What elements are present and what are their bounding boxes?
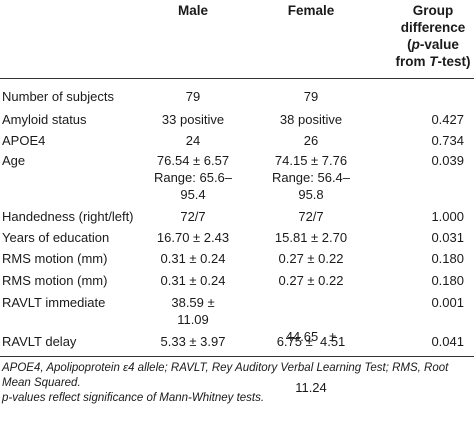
row-label: Handedness (right/left) bbox=[2, 209, 134, 224]
footer-rule bbox=[0, 356, 474, 357]
row-p-value: 0.001 bbox=[431, 295, 464, 310]
header-group-line3: (p-value bbox=[407, 37, 459, 52]
row-male-value: 33 positive bbox=[161, 112, 225, 127]
row-female-value: 72/7 bbox=[298, 209, 324, 224]
header-rule bbox=[0, 78, 474, 79]
row-female-value: 26 bbox=[303, 133, 319, 148]
row-female-value: 15.81 ± 2.70 bbox=[274, 230, 348, 245]
row-p-value: 0.427 bbox=[431, 112, 464, 127]
row-male-value: 24 bbox=[185, 133, 201, 148]
row-p-value: 0.031 bbox=[431, 230, 464, 245]
row-label: Number of subjects bbox=[2, 89, 114, 104]
row-male-value: 38.59 ± 11.09 bbox=[171, 295, 215, 327]
header-group-line2: difference bbox=[400, 20, 466, 35]
row-male-value: 5.33 ± 3.97 bbox=[160, 334, 226, 349]
row-p-value: 0.180 bbox=[431, 273, 464, 288]
row-female-value: 6.75 ± 4.51 bbox=[276, 334, 346, 349]
footnote-line3: p-values reflect significance of Mann-Wh… bbox=[2, 392, 265, 404]
row-female-value: 38 positive bbox=[279, 112, 343, 127]
header-group-line1: Group bbox=[412, 3, 454, 18]
row-male-value: 0.31 ± 0.24 bbox=[160, 251, 226, 266]
row-p-value: 0.180 bbox=[431, 251, 464, 266]
row-label: Age bbox=[2, 153, 26, 168]
row-female-value: 74.15 ± 7.76 Range: 56.4– 95.8 bbox=[271, 153, 351, 202]
row-p-value: 0.734 bbox=[431, 133, 464, 148]
footnote: APOE4, Apolipoprotein ε4 allele; RAVLT, … bbox=[2, 361, 472, 406]
row-p-value: 0.039 bbox=[431, 153, 464, 168]
row-p-value: 1.000 bbox=[431, 209, 464, 224]
table-figure: Male Female Group difference (p-value fr… bbox=[0, 2, 474, 406]
row-male-value: 76.54 ± 6.57 Range: 65.6– 95.4 bbox=[153, 153, 233, 202]
row-female-value: 0.27 ± 0.22 bbox=[278, 251, 344, 266]
footnote-line2: Mean Squared. bbox=[2, 377, 81, 389]
row-label: RMS motion (mm) bbox=[2, 251, 108, 266]
row-female-value: 79 bbox=[303, 89, 319, 104]
row-male-value: 72/7 bbox=[180, 209, 206, 224]
row-male-value: 0.31 ± 0.24 bbox=[160, 273, 226, 288]
footnote-line1: APOE4, Apolipoprotein ε4 allele; RAVLT, … bbox=[2, 362, 449, 374]
row-female-value: 44.65 ± 11.24 bbox=[285, 329, 337, 395]
row-label: Amyloid status bbox=[2, 112, 87, 127]
row-male-value: 16.70 ± 2.43 bbox=[156, 230, 230, 245]
row-male-value: 79 bbox=[185, 89, 201, 104]
header-female: Female bbox=[287, 3, 335, 18]
row-label: Years of education bbox=[2, 230, 110, 245]
row-label: RAVLT delay bbox=[2, 334, 77, 349]
header-male: Male bbox=[177, 3, 208, 18]
row-label: RMS motion (mm) bbox=[2, 273, 108, 288]
header-group-line4: from T-test) bbox=[395, 54, 471, 69]
header-group-difference: Group difference (p-value from T-test) bbox=[392, 2, 474, 70]
row-label: RAVLT immediate bbox=[2, 295, 106, 310]
row-female-value: 0.27 ± 0.22 bbox=[278, 273, 344, 288]
row-p-value: 0.041 bbox=[431, 334, 464, 349]
row-label: APOE4 bbox=[2, 133, 46, 148]
